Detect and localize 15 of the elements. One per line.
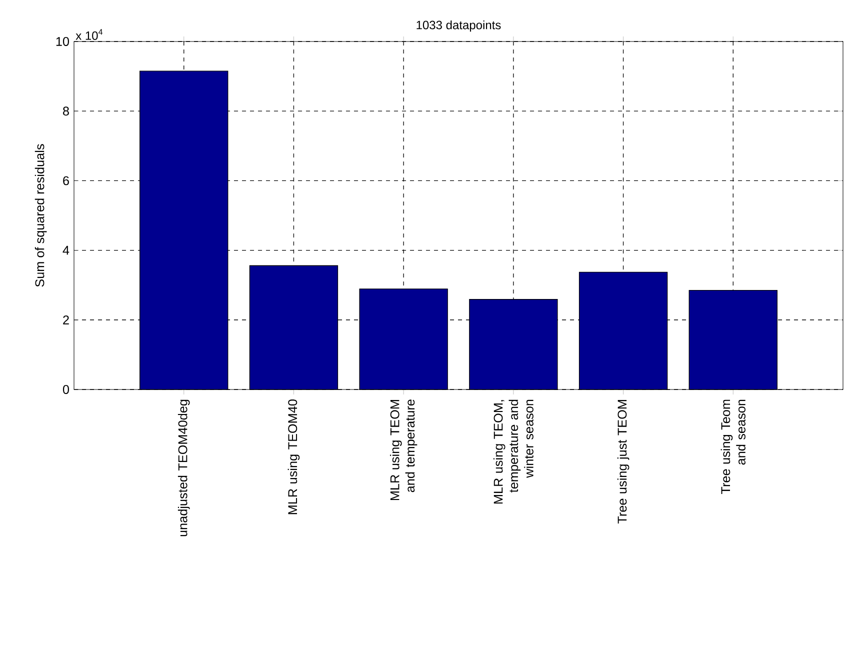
x-tick-label: Tree using Teom and season [720,400,746,494]
y-tick-label: 8 [63,106,69,116]
x-tick-label: unadjusted TEOM40deg [178,400,190,536]
y-axis-title: Sum of squared residuals [34,144,47,287]
y-tick-label: 0 [62,385,70,394]
y-tick-label: 2 [63,315,69,324]
x-tick-label: Tree using just TEOM [617,400,630,524]
x-tick-label: MLR using TEOM, temperature and winter season [493,400,534,504]
y-tick-label: 10 [56,37,70,46]
y-tick-label: 6 [63,176,69,186]
x-tick-label: MLR using TEOM40 [288,400,300,514]
x-tick-label: MLR using TEOM and temperature [390,400,418,500]
text: x 10$^{4}$ [76,29,103,40]
chart-title: 1033 datapoints [416,20,501,32]
y-tick-label: 4 [62,246,70,255]
